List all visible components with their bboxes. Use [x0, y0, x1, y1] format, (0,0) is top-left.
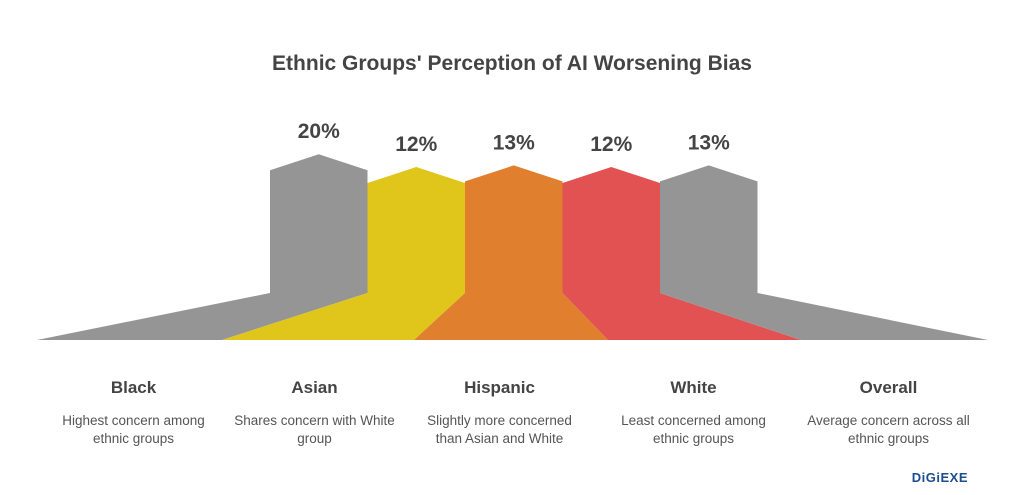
category-black: Black Highest concern among ethnic group…	[46, 378, 221, 448]
category-white: White Least concerned among ethnic group…	[606, 378, 781, 448]
category-asian: Asian Shares concern with White group	[227, 378, 402, 448]
bar-asian	[367, 167, 465, 293]
category-label: Asian	[291, 378, 338, 397]
value-label-asian: 12%	[395, 133, 437, 156]
category-label: White	[670, 378, 717, 397]
value-label-white: 12%	[590, 133, 632, 156]
category-description: Slightly more concerned than Asian and W…	[427, 413, 572, 446]
category-label: Black	[110, 378, 157, 397]
floor-segment-overall	[660, 293, 988, 340]
category-overall: Overall Average concern across all ethni…	[801, 378, 976, 448]
category-description: Least concerned among ethnic groups	[621, 413, 766, 446]
brand-logo: DiGiEXE	[911, 470, 968, 485]
category-description: Highest concern among ethnic groups	[62, 413, 205, 446]
category-label: Hispanic	[464, 378, 535, 397]
category-hispanic: Hispanic Slightly more concerned than As…	[412, 378, 587, 448]
category-description: Average concern across all ethnic groups	[807, 413, 970, 446]
bar-hispanic	[465, 165, 563, 293]
bar-overall	[660, 165, 758, 293]
category-description: Shares concern with White group	[234, 413, 395, 446]
floor-segment-asian	[222, 293, 465, 340]
floor-segment-white	[562, 293, 801, 340]
bar-white	[562, 167, 660, 293]
value-label-overall: 13%	[688, 131, 730, 154]
chart-title: Ethnic Groups' Perception of AI Worsenin…	[272, 52, 752, 75]
value-label-hispanic: 13%	[493, 131, 535, 154]
bar-black	[270, 154, 368, 293]
category-label: Overall	[859, 378, 918, 397]
floor-segment-hispanic	[414, 293, 608, 340]
floor-segment-black	[37, 293, 368, 340]
value-label-black: 20%	[298, 120, 340, 143]
chart-area: 20% 12% 13% 12% 13%	[37, 120, 988, 340]
